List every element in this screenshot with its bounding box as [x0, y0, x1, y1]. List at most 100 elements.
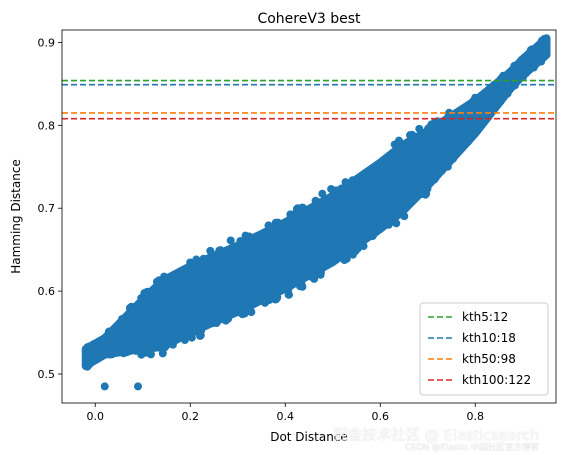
scatter-point: [118, 316, 127, 325]
scatter-point: [491, 104, 500, 113]
scatter-point: [143, 287, 152, 296]
scatter-point: [196, 326, 205, 335]
threshold-lines: [62, 79, 556, 120]
plot-frame: [61, 29, 557, 404]
watermark-main: 掘金技术社区 @ Elasticsearch: [333, 428, 540, 444]
scatter-point: [332, 186, 341, 195]
scatter-point: [124, 345, 133, 354]
x-tick-label: 0.2: [182, 410, 200, 423]
scatter-point: [226, 236, 235, 245]
y-axis-title: Hamming Distance: [9, 159, 23, 274]
scatter-point: [138, 343, 147, 352]
scatter-point: [482, 89, 491, 98]
scatter-point: [394, 136, 403, 145]
scatter-point: [272, 294, 281, 303]
scatter-point: [300, 207, 309, 216]
scatter-point: [161, 343, 170, 352]
scatter-point: [297, 276, 306, 285]
scatter-point: [146, 347, 155, 356]
x-tick-label: 0.6: [372, 410, 390, 423]
scatter-point: [85, 360, 94, 369]
scatter-point: [286, 210, 295, 219]
scatter-point: [186, 258, 195, 267]
scatter-point: [284, 290, 293, 299]
scatter-point: [530, 60, 539, 69]
scatter-point: [128, 306, 137, 315]
scatter-point: [306, 267, 315, 276]
legend-label: kth5:12: [462, 310, 508, 324]
scatter-point: [243, 237, 252, 246]
scatter-point: [496, 74, 505, 83]
y-tick-label: 0.5: [38, 368, 56, 381]
scatter-point: [540, 35, 549, 44]
scatter-point: [415, 124, 424, 133]
scatter-point: [537, 57, 546, 66]
scatter-point: [393, 146, 402, 155]
scatter-point: [415, 187, 424, 196]
scatter-point: [375, 160, 384, 169]
y-axis-ticks: 0.5 0.6 0.7 0.8 0.9: [38, 36, 62, 381]
scatter-point: [393, 210, 402, 219]
legend-label: kth50:98: [462, 352, 516, 366]
scatter-point: [267, 223, 276, 232]
scatter-point: [298, 282, 307, 291]
scatter-point: [443, 162, 452, 171]
y-tick-label: 0.9: [38, 36, 56, 49]
scatter-point: [464, 137, 473, 146]
legend-box: [419, 302, 549, 396]
scatter-point: [533, 43, 541, 52]
legend-label: kth10:18: [462, 331, 516, 345]
scatter-point: [180, 335, 189, 344]
y-tick-label: 0.6: [38, 285, 56, 298]
scatter-point: [113, 347, 122, 356]
scatter-point: [238, 310, 247, 319]
scatter-point: [215, 246, 224, 255]
scatter-point: [408, 130, 417, 139]
scatter-point: [93, 354, 102, 363]
scatter-point: [368, 232, 377, 241]
scatter-point: [104, 327, 113, 336]
scatter-point: [333, 253, 342, 262]
scatter-point: [189, 327, 198, 336]
scatter-point: [496, 97, 505, 106]
scatter-point: [518, 55, 527, 64]
scatter-point: [212, 318, 221, 327]
scatter-point: [243, 303, 252, 312]
scatter-point: [364, 169, 373, 178]
scatter-point: [318, 189, 327, 198]
scatter-point: [541, 50, 550, 59]
scatter-point: [423, 184, 432, 193]
scatter-point: [444, 115, 453, 124]
scatter-point: [224, 314, 233, 323]
scatter-point: [100, 382, 109, 391]
scatter-point: [392, 219, 401, 228]
scatter-point: [342, 254, 351, 263]
scatter-point: [353, 244, 362, 253]
scatter-point: [273, 218, 282, 227]
y-tick-label: 0.7: [38, 202, 56, 215]
scatter-point: [134, 382, 142, 391]
scatter-point: [341, 178, 350, 187]
scatter-point: [510, 61, 519, 70]
scatter-point: [384, 153, 393, 162]
legend: kth5:12 kth10:18 kth50:98 kth100:122: [419, 302, 549, 396]
y-tick-label: 0.8: [38, 119, 56, 132]
scatter-point: [324, 257, 333, 266]
scatter-point: [206, 246, 215, 255]
scatter-point: [524, 66, 533, 75]
x-axis-ticks: 0.0 0.2 0.4 0.6 0.8: [87, 403, 485, 423]
scatter-point: [344, 245, 353, 254]
scatter-point: [88, 341, 97, 350]
scatter-point: [435, 168, 444, 177]
x-tick-label: 0.4: [277, 410, 295, 423]
scatter-point: [430, 175, 439, 184]
scatter-point: [471, 93, 480, 102]
scatter-point: [400, 212, 409, 221]
scatter-points: [81, 35, 550, 391]
x-tick-label: 0.0: [87, 410, 105, 423]
scatter-point: [236, 236, 245, 245]
scatter-point: [503, 89, 512, 98]
scatter-point: [316, 270, 325, 279]
x-tick-label: 0.8: [467, 410, 485, 423]
